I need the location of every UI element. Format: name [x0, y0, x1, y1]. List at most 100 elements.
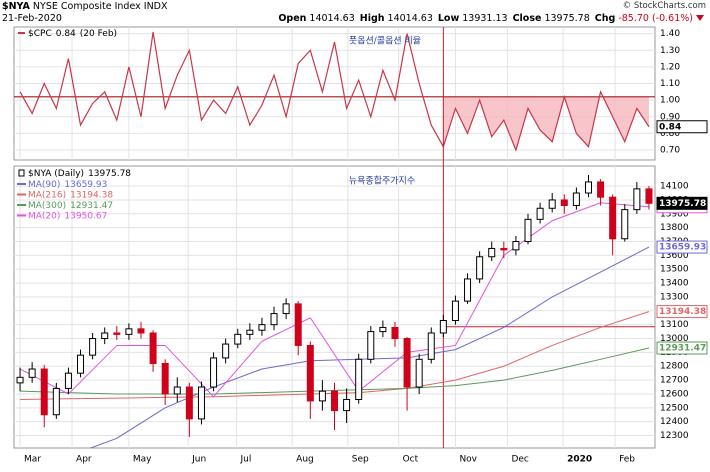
y-tick-label: 1.00 [660, 96, 680, 106]
candle-body [355, 358, 363, 400]
x-tick-label: Jun [191, 455, 206, 465]
y-tick-label: 12800 [660, 362, 689, 372]
stat-label: Open [278, 13, 307, 24]
candle-body [391, 326, 399, 340]
legend-name: $CPC [28, 29, 52, 39]
legend: MA(20) 13950.67 [28, 211, 107, 221]
candle-body [597, 181, 605, 198]
legend: MA(90) 13659.93 [28, 180, 107, 190]
candle-body [584, 181, 592, 194]
annotation: 풋옵션/콜옵션 비율 [349, 36, 421, 47]
x-tick-label: Nov [459, 455, 477, 465]
candle-body [415, 358, 423, 388]
candle-body [379, 326, 387, 333]
last-value-tag-box [656, 120, 708, 134]
cpc-panel [13, 26, 656, 161]
candle-body [16, 376, 24, 384]
candle-body [185, 386, 193, 420]
stat-value: 14014.63 [309, 13, 355, 24]
candle-body [464, 278, 472, 302]
x-tick-label: Aug [296, 455, 314, 465]
x-tick-label: Dec [511, 455, 528, 465]
stat-label: Chg [594, 13, 616, 24]
candle-body [609, 196, 617, 240]
annotation: 뉴욕종합주가지수 [349, 176, 415, 187]
legend-value: 12931.47 [70, 201, 113, 211]
legend-name: MA(300) [28, 201, 66, 211]
legend-name: MA(20) [28, 211, 60, 221]
y-tick-label: 13800 [660, 223, 689, 233]
legend: $NYA (Daily) 13975.78 [28, 169, 131, 179]
candle-body [210, 357, 218, 388]
x-tick-label: Sep [352, 455, 369, 465]
candle-body [560, 199, 568, 206]
candle-body [524, 218, 532, 243]
y-tick-label: 0.80 [660, 129, 680, 139]
x-tick-label: Mar [24, 455, 41, 465]
stats: Open 14014.63 High 14014.63 Low 13931.13 Close… [273, 13, 704, 24]
index-name: NYSE Composite Index INDX [32, 1, 168, 12]
y-tick-label: 12600 [660, 389, 689, 399]
ma-line [19, 202, 649, 398]
candle-body [161, 362, 169, 395]
x-tick-label: May [133, 455, 152, 465]
ma-value-tag-box [656, 341, 708, 355]
y-tick-label: 13000 [660, 334, 689, 344]
date: 21-Feb-2020 [2, 13, 62, 24]
header: $NYA NYSE Composite Index INDX 21-Feb-20… [0, 0, 710, 26]
x-tick-label: 2020 [567, 455, 592, 465]
legend-name: MA(90) [28, 180, 60, 190]
cpc-layer: 0.700.800.901.001.101.201.301.400.84$CPC… [14, 27, 708, 160]
candle-body [258, 324, 266, 331]
legend: $CPC 0.84 (20 Feb) [28, 29, 117, 39]
stat-value: 13975.78 [544, 13, 590, 24]
candle-body [331, 390, 338, 412]
candle-body [282, 303, 290, 315]
stat-value: 13931.13 [462, 13, 508, 24]
legend-value: 0.84 [56, 29, 76, 39]
candle-body [40, 368, 48, 416]
y-tick-label: 1.20 [660, 62, 680, 72]
candle-body [125, 328, 133, 335]
stat-label: High [359, 13, 385, 24]
candle-body [306, 344, 314, 402]
legend-value: 13194.38 [70, 190, 113, 200]
stat-label: Low [437, 13, 460, 24]
candle-body [318, 390, 326, 402]
candle-body [633, 188, 641, 211]
candle-body [536, 207, 544, 220]
legend-name: MA(216) [28, 190, 66, 200]
candle-body [222, 343, 230, 359]
candle-body [137, 328, 145, 334]
legend-name: $NYA (Daily) [28, 169, 84, 179]
ma-value-tag-box [656, 240, 708, 254]
legend: MA(300) 12931.47 [28, 201, 113, 211]
candle-body [548, 199, 556, 209]
y-tick-label: 13100 [660, 320, 689, 330]
candle-body [500, 247, 508, 251]
candle-body [246, 329, 254, 335]
ma-value-tag: 13194.38 [659, 307, 706, 317]
y-tick-label: 12500 [660, 403, 689, 413]
candle-body [101, 332, 109, 340]
cpc-line [19, 31, 650, 152]
price-layer: 1230012400125001260012700128001290013000… [14, 27, 708, 465]
legend: MA(216) 13194.38 [28, 190, 113, 200]
y-tick-label: 0.70 [660, 146, 680, 156]
stat-label: Close [512, 13, 542, 24]
candle-body [512, 241, 520, 251]
candle-body [28, 368, 36, 378]
candle-body [343, 398, 351, 412]
x-tick-label: Apr [76, 455, 92, 465]
close-tag: 13975.78 [659, 199, 706, 209]
ma-line [89, 246, 650, 448]
candle-body [476, 256, 484, 280]
candle-body [113, 332, 121, 335]
last-value-tag: 0.84 [659, 122, 681, 132]
candle-body [621, 209, 629, 240]
legend-marker [18, 169, 25, 177]
candle-body [149, 332, 157, 364]
candle-body [403, 338, 411, 388]
ma-value-tag: 12931.47 [659, 344, 706, 354]
